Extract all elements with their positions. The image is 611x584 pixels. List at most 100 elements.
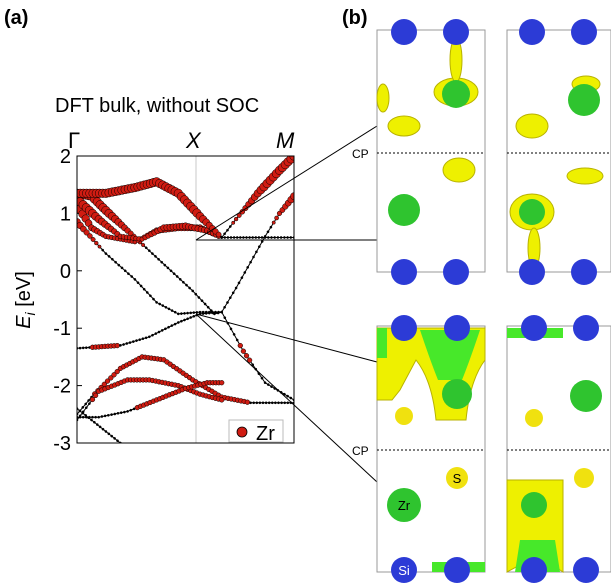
band-point (167, 325, 170, 329)
band-point (81, 346, 85, 350)
zr-atom (570, 380, 602, 412)
band-point (235, 338, 239, 342)
band-point (264, 401, 268, 405)
si-atom (391, 557, 417, 583)
band-point (266, 236, 270, 239)
band-point (234, 286, 238, 290)
panel-a-label: (a) (4, 7, 28, 29)
band-point (226, 236, 230, 239)
band-point (217, 311, 220, 314)
si-atom (519, 259, 545, 285)
band-point (78, 415, 82, 419)
plot-frame (76, 155, 295, 444)
band-point (104, 378, 111, 384)
band-point (261, 401, 265, 405)
si-atom (571, 19, 597, 45)
band-point (271, 220, 276, 225)
atom-label-zr: Zr (398, 498, 411, 513)
band-point (176, 321, 180, 324)
s-atom (525, 409, 543, 427)
si-atom (391, 315, 417, 341)
band-point (123, 269, 127, 273)
y-axis-label-unit: [eV] (13, 271, 35, 312)
si-atom (444, 557, 470, 583)
band-point (114, 342, 120, 349)
isosurface-lobe (376, 83, 390, 113)
si-atom (444, 315, 470, 341)
band-point (226, 301, 229, 304)
band-point (110, 434, 114, 438)
band-point (223, 236, 227, 239)
band-point (141, 242, 146, 248)
band-point (158, 302, 162, 306)
band-point (286, 394, 289, 398)
band-point (164, 327, 167, 331)
si-atom (519, 19, 545, 45)
y-axis-label: Ei [eV] (13, 271, 38, 329)
band-point (232, 236, 236, 239)
band-point (229, 327, 233, 331)
band-point (255, 250, 258, 254)
band-point (248, 236, 251, 239)
band-point (90, 418, 93, 422)
band-point (237, 342, 243, 349)
band-point (154, 255, 157, 258)
band-point (186, 311, 189, 315)
band-point (89, 396, 96, 403)
band-point (84, 402, 88, 406)
band-point (214, 311, 217, 314)
band-point (98, 425, 102, 429)
band-point (220, 310, 224, 314)
band-point (166, 266, 170, 270)
band-point (173, 322, 177, 326)
band-point (123, 410, 126, 414)
band-point (231, 220, 236, 225)
svg-text:Ei [eV]: Ei [eV] (13, 271, 38, 329)
band-point (111, 372, 117, 378)
band-point (260, 236, 264, 239)
band-point (117, 263, 121, 267)
band-point (257, 236, 261, 239)
band-point (104, 430, 108, 433)
band-point (240, 348, 247, 354)
isosurface-lobe (515, 113, 549, 139)
band-point (223, 232, 226, 236)
band-point (203, 302, 207, 306)
band-point (180, 319, 183, 323)
band-point (286, 401, 290, 405)
connector-lines (195, 125, 378, 483)
band-point (107, 255, 111, 258)
band-point (249, 260, 252, 264)
band-point (164, 305, 168, 309)
zr-atom (519, 199, 545, 225)
band-point (260, 376, 264, 380)
kpoint-m: M (276, 128, 295, 153)
band-point (219, 380, 225, 386)
band-point (258, 401, 262, 405)
band-point (226, 228, 229, 232)
zr-atom (442, 80, 470, 108)
band-point (189, 311, 193, 315)
band-point (251, 236, 255, 239)
band-line (77, 408, 121, 443)
band-point (229, 236, 233, 239)
band-point (263, 235, 267, 238)
band-point (289, 396, 293, 400)
band-point (192, 311, 196, 314)
si-atom (443, 259, 469, 285)
band-point (220, 236, 224, 239)
band-point (243, 271, 247, 274)
band-point (144, 336, 148, 340)
band-point (267, 401, 271, 405)
band-point (245, 236, 248, 239)
si-atom (571, 259, 597, 285)
zr-atom (442, 379, 472, 409)
band-point (215, 231, 222, 238)
band-point (149, 294, 152, 298)
band-point (113, 412, 117, 416)
band-point (252, 401, 256, 405)
si-atom (521, 557, 547, 583)
band-point (125, 342, 129, 345)
band-point (147, 249, 151, 253)
band-point (231, 291, 235, 295)
